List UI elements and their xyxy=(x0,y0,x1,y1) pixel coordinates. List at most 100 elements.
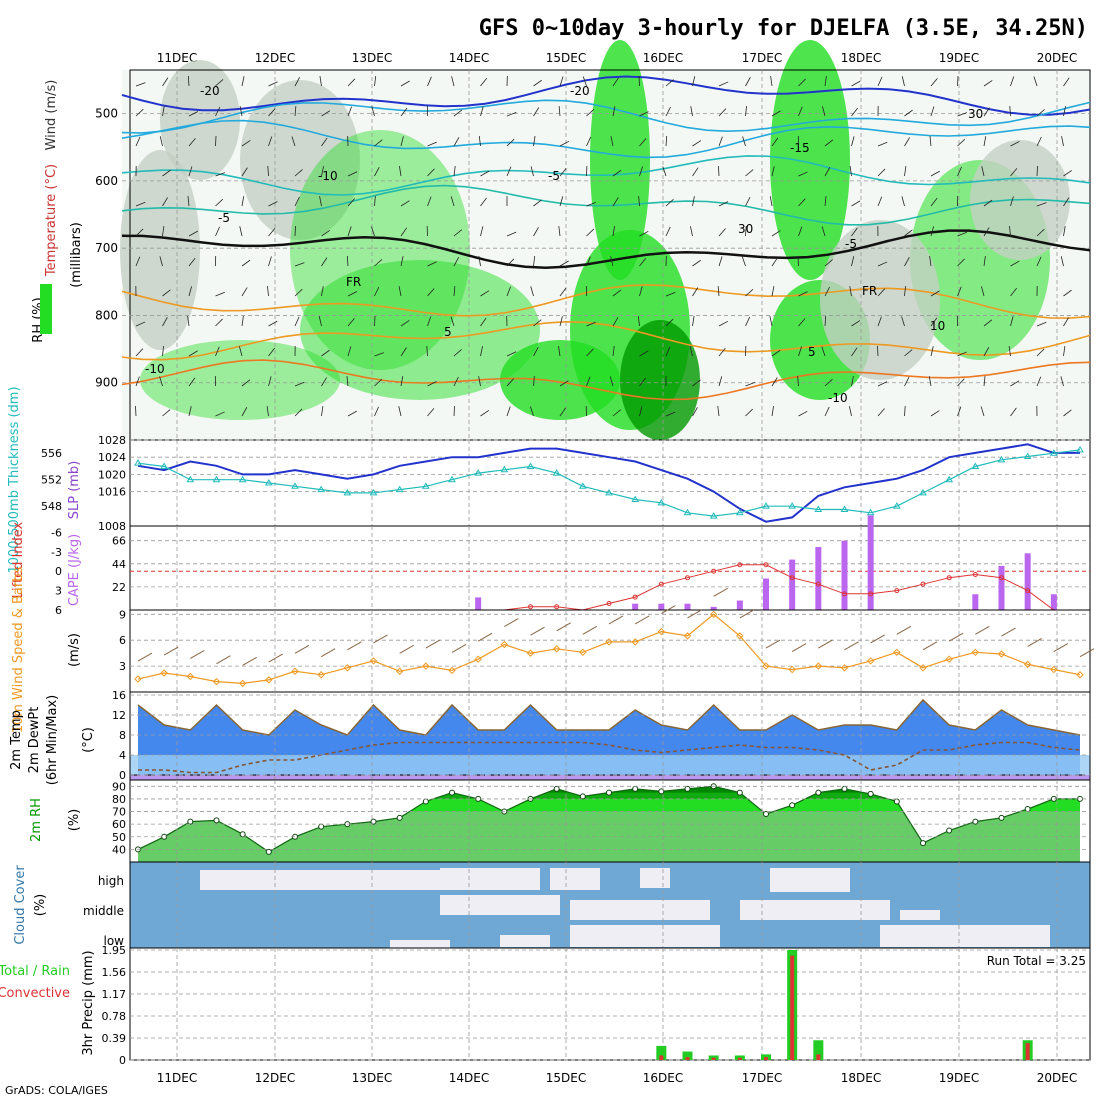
upper-wind-barb xyxy=(374,406,379,417)
upper-wind-barb xyxy=(798,106,803,117)
upper-wind-barb xyxy=(347,410,357,417)
upper-wind-barb xyxy=(849,406,852,417)
upper-wind-barb xyxy=(612,197,619,207)
cloud-block xyxy=(200,870,440,890)
upper-wind-barb xyxy=(904,166,907,177)
upper-wind-barb xyxy=(398,286,402,297)
upper-wind-barb xyxy=(983,347,990,357)
rh-unit-label: (%) xyxy=(67,809,82,832)
upper-wind-barb xyxy=(533,79,542,87)
upper-wind-barb xyxy=(692,379,701,387)
bottom-date-label: 11DEC xyxy=(157,1071,197,1085)
upper-wind-barb xyxy=(718,136,723,147)
upper-wind-barb xyxy=(427,381,437,387)
upper-wind-barb xyxy=(533,199,542,207)
upper-wind-barb xyxy=(849,286,852,297)
upper-wind-barb xyxy=(530,286,534,297)
thickness-marker xyxy=(526,462,535,469)
temp-tick: 0 xyxy=(119,769,126,782)
upper-wind-barb xyxy=(745,382,755,387)
surface-wind-barb xyxy=(975,625,990,635)
upper-wind-barb xyxy=(929,136,932,147)
upper-wind-barb xyxy=(268,376,272,387)
upper-wind-barb xyxy=(346,376,349,387)
upper-wind-barb xyxy=(294,288,303,297)
thickness-marker xyxy=(762,502,770,509)
upper-wind-barb xyxy=(638,75,640,87)
temp-unit-label: (°C) xyxy=(81,727,96,753)
upper-wind-barb xyxy=(1063,409,1072,417)
rh-shade xyxy=(620,320,700,440)
rh-marker xyxy=(789,802,796,809)
contour-label: -10 xyxy=(145,362,165,376)
upper-wind-barb xyxy=(612,346,615,357)
thickness-marker xyxy=(814,505,823,512)
slp-tick: 1020 xyxy=(98,468,126,481)
upper-wind-barb xyxy=(877,345,879,357)
wind-speed-marker xyxy=(736,632,744,640)
surface-wind-barb xyxy=(373,634,388,644)
top-date-label: 12DEC xyxy=(255,51,295,65)
wind-speed-marker xyxy=(1076,671,1084,679)
upper-wind-barb xyxy=(586,202,596,207)
upper-wind-barb xyxy=(851,136,855,147)
slp-tick: 1028 xyxy=(98,434,126,447)
upper-wind-barb xyxy=(639,377,646,387)
lifted-marker xyxy=(894,588,900,594)
upper-wind-barb xyxy=(717,406,720,417)
upper-wind-barb xyxy=(241,287,248,297)
wind-speed-marker xyxy=(552,645,561,653)
thickness-marker xyxy=(1023,452,1032,460)
surface-wind-barb xyxy=(818,639,833,649)
upper-wind-barb xyxy=(215,106,221,117)
surface-wind-barb xyxy=(399,644,414,654)
upper-wind-barb xyxy=(745,408,753,417)
cape-bar xyxy=(1024,553,1031,610)
upper-wind-barb xyxy=(187,75,190,87)
top-date-label: 19DEC xyxy=(939,51,979,65)
wind-speed-marker xyxy=(631,638,639,646)
upper-wind-barb xyxy=(453,256,460,267)
upper-wind-barb xyxy=(637,316,640,327)
thickness-marker xyxy=(134,459,142,466)
upper-wind-barb xyxy=(769,196,773,207)
upper-wind-barb xyxy=(1010,168,1018,177)
upper-wind-barb xyxy=(824,167,831,177)
wind-speed-marker xyxy=(605,638,613,646)
upper-wind-barb xyxy=(717,286,720,297)
lifted-marker xyxy=(658,581,664,587)
top-date-label: 15DEC xyxy=(546,51,586,65)
upper-wind-barb xyxy=(639,286,643,297)
upper-wind-barb xyxy=(824,379,833,387)
upper-wind-barb xyxy=(241,259,251,267)
cloud-level-label: high xyxy=(98,874,124,888)
upper-wind-barb xyxy=(294,169,303,177)
thickness-marker xyxy=(552,469,561,476)
wind-speed-marker xyxy=(343,664,352,672)
cape-tick: 22 xyxy=(112,581,126,594)
upper-wind-barb xyxy=(957,166,962,177)
wind-speed-marker xyxy=(265,676,273,684)
lifted-tick: 3 xyxy=(55,585,62,598)
upper-wind-barb xyxy=(426,345,428,357)
thickness-marker xyxy=(866,508,875,516)
contour-label: 10 xyxy=(930,319,945,333)
upper-wind-barb xyxy=(162,409,171,417)
rh-shade xyxy=(770,40,850,280)
surface-wind-barb xyxy=(870,634,885,644)
temp-below-zero xyxy=(130,775,1090,780)
lifted-tick: 6 xyxy=(55,604,62,617)
upper-wind-barb xyxy=(559,76,564,87)
upper-wind-barb xyxy=(877,168,886,177)
upper-wind-barb xyxy=(480,317,487,327)
upper-wind-barb xyxy=(1036,136,1042,147)
upper-pressure-tick: 800 xyxy=(95,308,118,322)
top-date-label: 13DEC xyxy=(352,51,392,65)
wind-tick: 3 xyxy=(119,660,126,673)
cape-bar xyxy=(632,603,639,610)
temperature-contour xyxy=(121,229,1091,269)
upper-wind-barb xyxy=(371,226,375,237)
upper-wind-barb xyxy=(162,346,164,357)
precip-conv-bar xyxy=(685,1057,690,1060)
wind-speed-marker xyxy=(709,610,718,619)
